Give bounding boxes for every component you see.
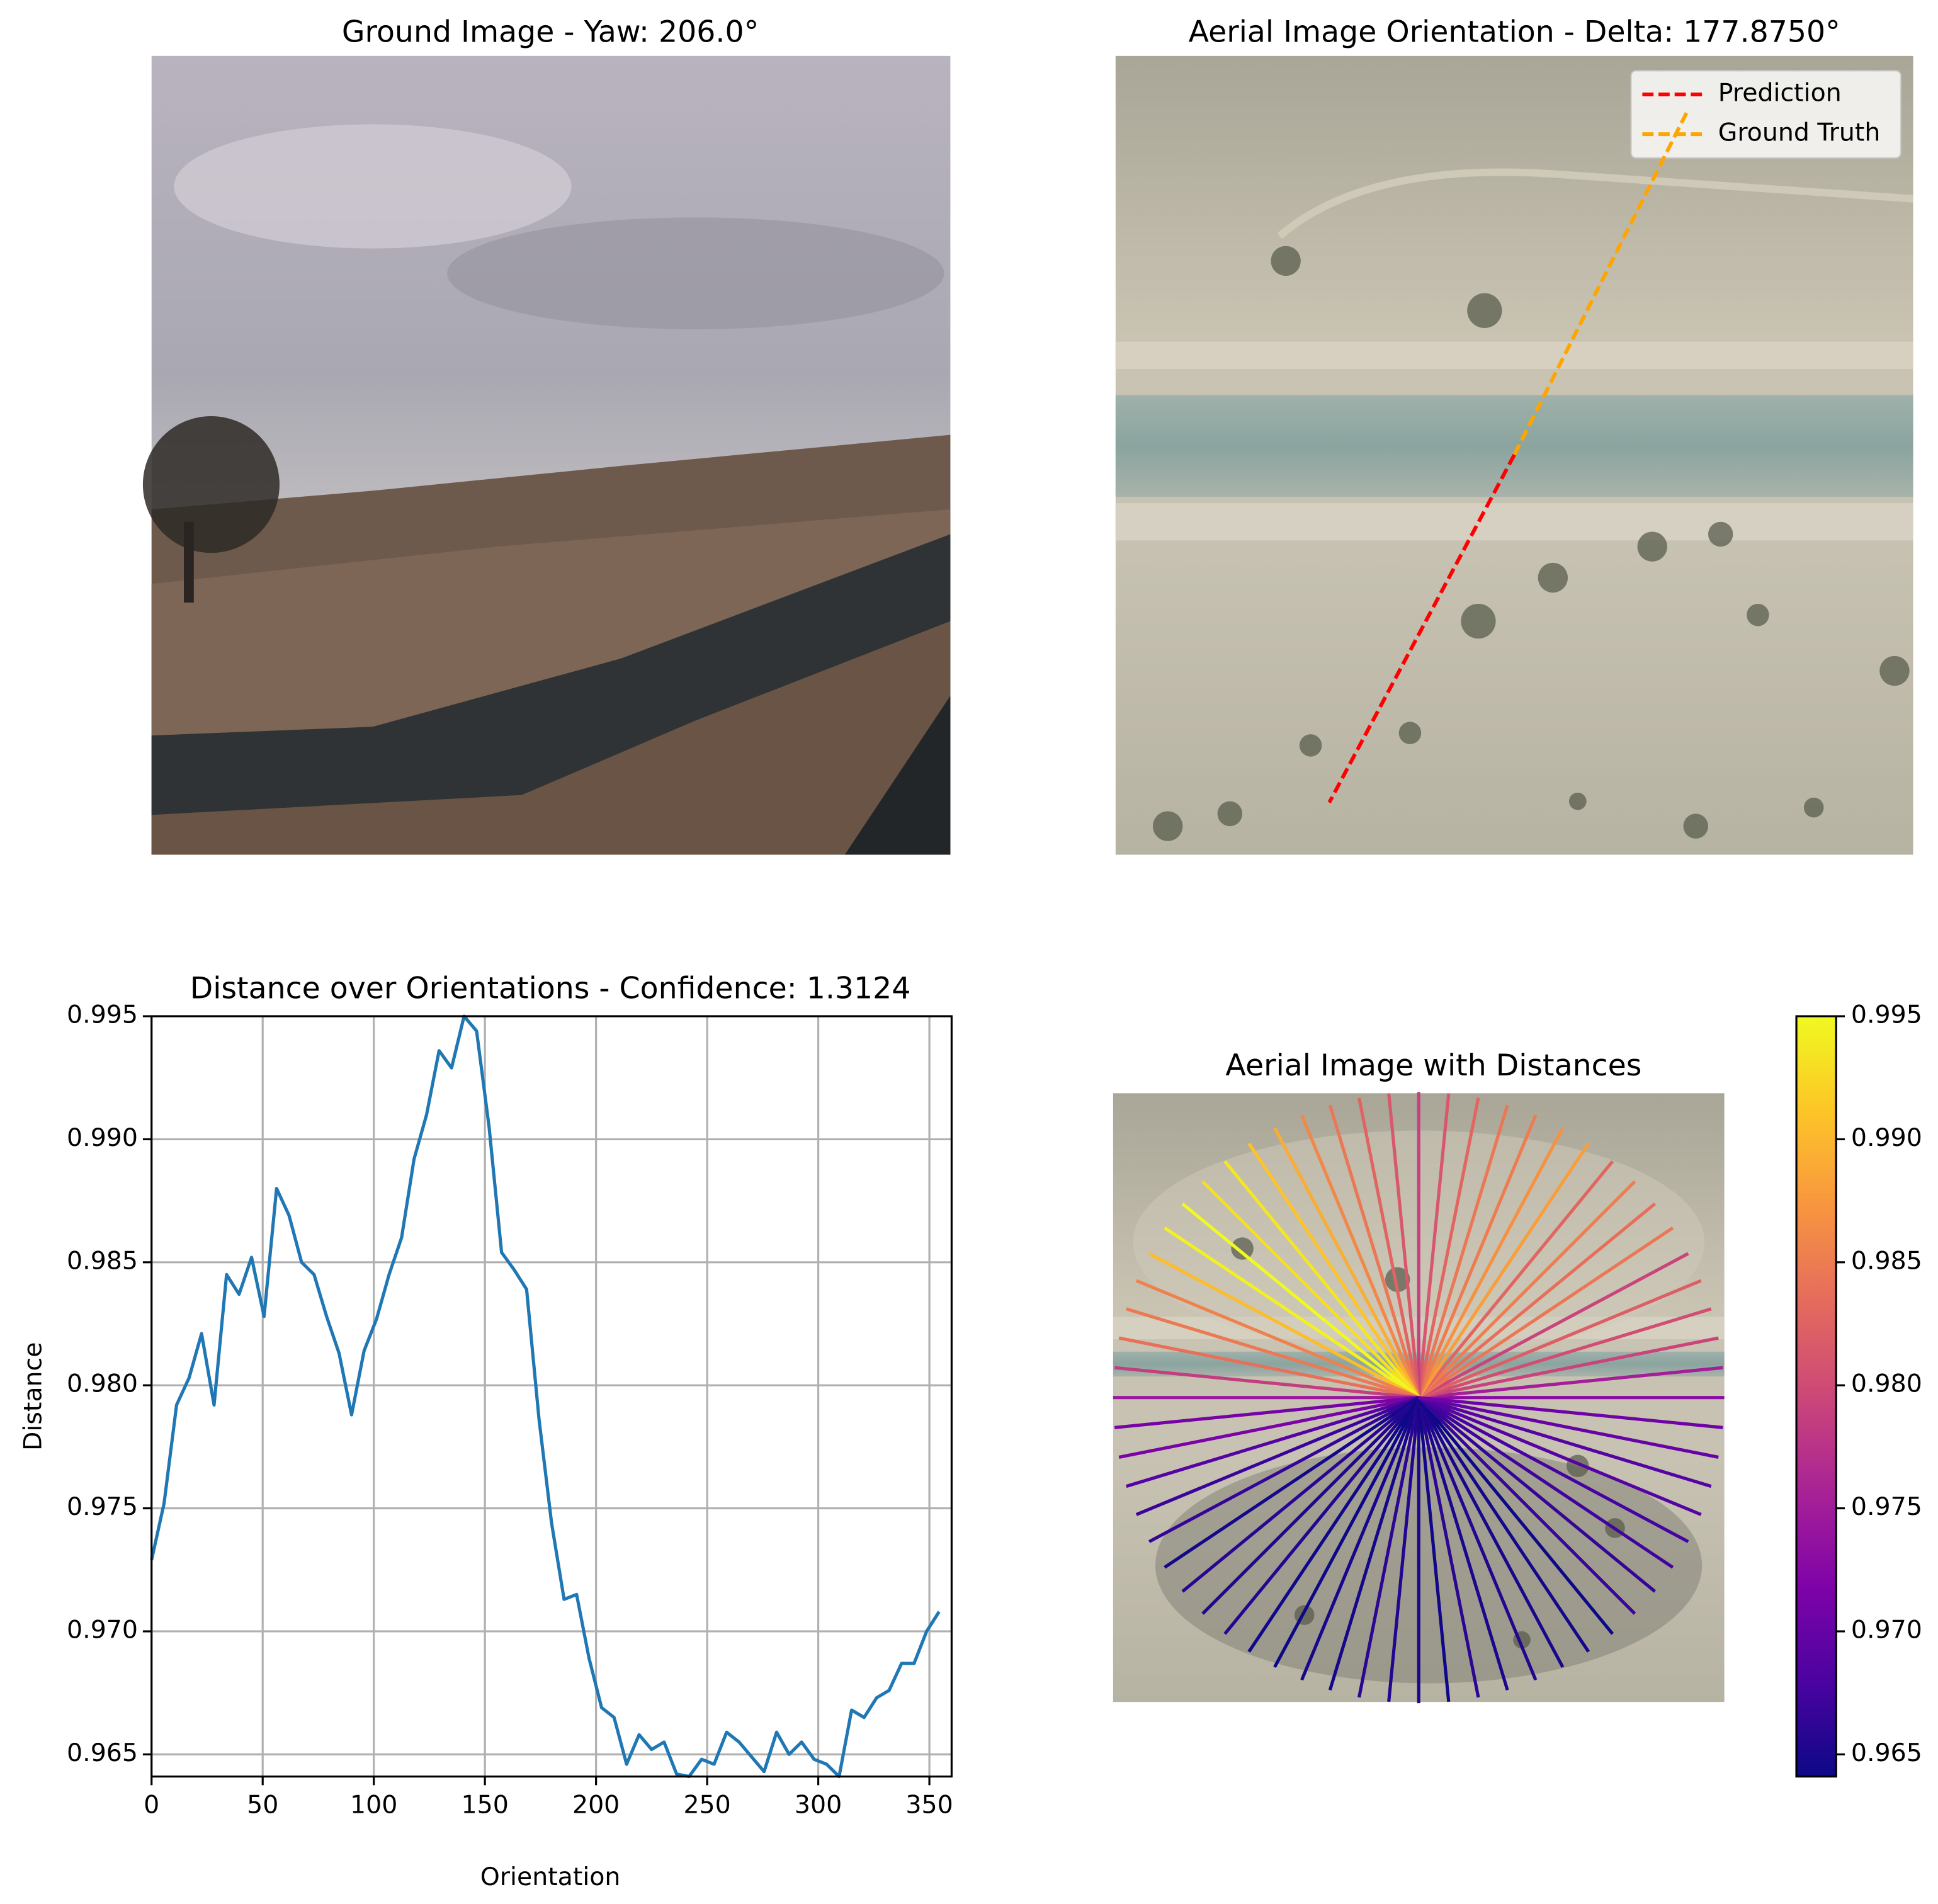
- distance-ray: [1181, 1202, 1420, 1399]
- distance-ray: [1273, 1127, 1420, 1398]
- colorbar-tick-label: 0.975: [1851, 1492, 1922, 1521]
- legend-label: Prediction: [1718, 78, 1842, 107]
- distance-ray: [1135, 1396, 1420, 1516]
- distance-ray: [1135, 1279, 1420, 1400]
- distance-ray: [1417, 1114, 1538, 1398]
- panel-title: Aerial Image with Distances: [1225, 1048, 1641, 1083]
- ground-image: [142, 55, 951, 855]
- panel-title: Aerial Image Orientation - Delta: 177.87…: [1189, 14, 1840, 49]
- distance-ray: [1417, 1180, 1636, 1399]
- distance-ray: [1418, 1252, 1689, 1400]
- distance-ray: [1417, 1397, 1614, 1635]
- distance-ray: [1417, 1160, 1614, 1399]
- x-tick-label: 50: [247, 1790, 278, 1819]
- data-line: [150, 1014, 941, 1779]
- colorbar-tick-label: 0.970: [1851, 1615, 1922, 1644]
- distance-ray: [1273, 1397, 1420, 1669]
- x-tick-label: 150: [462, 1790, 509, 1819]
- distance-ray: [1247, 1397, 1420, 1653]
- x-tick-label: 300: [795, 1790, 842, 1819]
- distance-ray: [1417, 1104, 1509, 1398]
- distance-ray: [1164, 1226, 1420, 1399]
- x-tick-label: 250: [683, 1790, 730, 1819]
- distance-ray: [1418, 1336, 1719, 1400]
- prediction-line: [1327, 453, 1516, 804]
- distance-ray: [1118, 1396, 1419, 1459]
- distance-ray: [1181, 1396, 1420, 1593]
- distance-ray: [1418, 1396, 1719, 1459]
- distance-ray: [1417, 1396, 1657, 1593]
- distance-ray: [1417, 1202, 1657, 1399]
- y-tick-label: 0.965: [67, 1738, 138, 1767]
- distance-ray: [1418, 1396, 1712, 1488]
- distance-ray: [1417, 1397, 1565, 1669]
- x-tick-label: 100: [350, 1790, 397, 1819]
- distance-ray: [1164, 1396, 1420, 1569]
- x-tick-label: 200: [572, 1790, 620, 1819]
- distance-ray: [1126, 1396, 1419, 1488]
- distance-ray: [1418, 1279, 1702, 1400]
- titles: Ground Image - Yaw: 206.0° Aerial Image …: [19, 14, 1840, 1891]
- distance-ray: [1114, 1396, 1419, 1429]
- distance-ray: [1417, 1397, 1451, 1703]
- panel-title: Ground Image - Yaw: 206.0°: [342, 14, 759, 49]
- distance-ray: [1417, 1396, 1674, 1569]
- distance-ray: [1419, 1366, 1723, 1400]
- y-tick-label: 0.980: [67, 1369, 138, 1398]
- colorbar-tick-label: 0.985: [1851, 1246, 1922, 1275]
- distance-ray: [1114, 1366, 1419, 1400]
- distance-ray: [1357, 1097, 1420, 1398]
- y-tick-label: 0.995: [67, 1000, 138, 1029]
- distance-ray: [1300, 1114, 1420, 1398]
- colorbar: [1795, 1015, 1837, 1778]
- colorbar-tick-label: 0.980: [1851, 1369, 1922, 1398]
- distance-ray: [1417, 1397, 1590, 1653]
- y-tick-label: 0.970: [67, 1615, 138, 1644]
- x-tick-label: 0: [144, 1790, 159, 1819]
- distance-ray: [1417, 1397, 1509, 1691]
- distance-ray: [1148, 1252, 1420, 1400]
- distance-ray: [1247, 1142, 1420, 1399]
- distance-ray: [1201, 1180, 1420, 1399]
- panel-title: Distance over Orientations - Confidence:…: [190, 972, 911, 1006]
- distance-ray: [1387, 1397, 1420, 1703]
- y-tick-label: 0.975: [67, 1492, 138, 1521]
- distance-ray: [1148, 1396, 1420, 1543]
- distance-ray: [1328, 1104, 1420, 1398]
- y-axis-label: Distance: [19, 1342, 48, 1451]
- x-tick-label: 350: [905, 1790, 953, 1819]
- distance-ray: [1201, 1396, 1420, 1615]
- axes-frame: [150, 1015, 953, 1778]
- distance-ray: [1418, 1307, 1712, 1400]
- distance-ray: [1300, 1397, 1420, 1681]
- distance-ray: [1417, 1396, 1636, 1615]
- y-tick-label: 0.985: [67, 1246, 138, 1275]
- distance-ray: [1417, 1397, 1480, 1698]
- distance-ray: [1126, 1307, 1419, 1400]
- distance-ray: [1328, 1397, 1420, 1691]
- x-axis-label: Orientation: [480, 1862, 621, 1891]
- legend-label: Ground Truth: [1718, 118, 1881, 147]
- distance-ray: [1419, 1396, 1723, 1429]
- distance-ray: [1418, 1396, 1702, 1516]
- distance-ray: [1417, 1397, 1538, 1681]
- distance-ray: [1418, 1396, 1689, 1543]
- distance-ray: [1387, 1093, 1420, 1398]
- distance-ray: [1417, 1097, 1480, 1398]
- y-tick-label: 0.990: [67, 1123, 138, 1152]
- colorbar-tick-label: 0.995: [1851, 1000, 1922, 1029]
- distance-ray: [1417, 1226, 1674, 1399]
- colorbar-tick-label: 0.990: [1851, 1123, 1922, 1152]
- distance-ray: [1417, 1142, 1590, 1399]
- distance-ray: [1417, 1093, 1451, 1398]
- distance-ray: [1357, 1397, 1420, 1698]
- distance-ray: [1118, 1336, 1419, 1400]
- colorbar-tick-label: 0.965: [1851, 1738, 1922, 1767]
- distance-ray: [1223, 1160, 1420, 1399]
- distance-ray: [1223, 1397, 1420, 1635]
- distance-ray: [1417, 1127, 1565, 1398]
